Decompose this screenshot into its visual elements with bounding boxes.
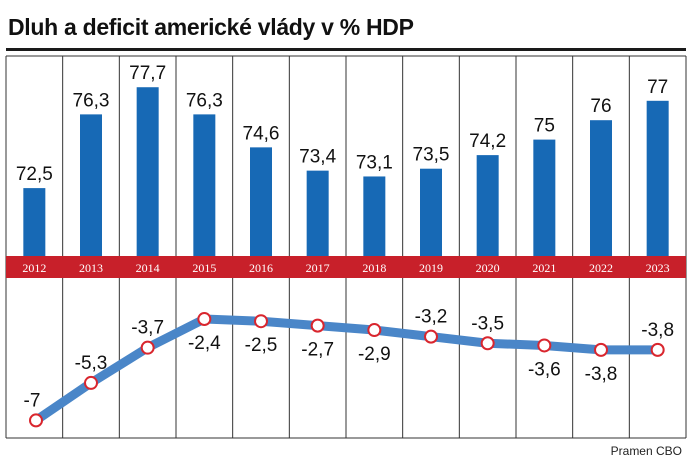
deficit-value-label: -3,8 bbox=[585, 364, 618, 385]
bar-value-label: 74,6 bbox=[243, 123, 280, 144]
bar-2016 bbox=[250, 147, 272, 256]
year-label: 2013 bbox=[79, 261, 103, 275]
year-label: 2015 bbox=[192, 261, 216, 275]
deficit-point-2013 bbox=[84, 375, 98, 390]
deficit-value-label: -2,5 bbox=[245, 335, 278, 356]
bar-2012 bbox=[23, 188, 46, 256]
bar-value-label: 77 bbox=[647, 77, 668, 98]
deficit-point-2023 bbox=[650, 342, 665, 357]
year-label: 2022 bbox=[589, 261, 613, 275]
deficit-point-2022 bbox=[594, 342, 608, 357]
year-label: 2016 bbox=[249, 261, 273, 275]
deficit-value-label: -5,3 bbox=[75, 353, 108, 374]
year-label: 2014 bbox=[136, 261, 160, 275]
title-rule bbox=[6, 48, 686, 51]
deficit-point-2016 bbox=[254, 314, 268, 329]
deficit-point-2014 bbox=[140, 340, 155, 355]
deficit-value-label: -2,9 bbox=[358, 344, 391, 365]
bar-2020 bbox=[476, 155, 499, 256]
deficit-point-2020 bbox=[480, 336, 495, 351]
bar-2017 bbox=[306, 170, 329, 256]
deficit-line bbox=[31, 314, 663, 425]
bar-2018 bbox=[363, 176, 386, 256]
bar-value-label: 76 bbox=[590, 96, 611, 117]
year-label: 2023 bbox=[646, 261, 670, 275]
deficit-value-label: -3,2 bbox=[415, 307, 448, 328]
year-label: 2017 bbox=[306, 261, 330, 275]
year-label: 2019 bbox=[419, 261, 443, 275]
bar-value-label: 73,5 bbox=[413, 145, 450, 166]
year-label: 2021 bbox=[532, 261, 556, 275]
year-band bbox=[6, 256, 686, 278]
bar-value-label: 76,3 bbox=[73, 90, 110, 111]
deficit-point-2021 bbox=[537, 338, 552, 353]
deficit-point-2018 bbox=[367, 323, 382, 338]
bar-2021 bbox=[533, 139, 556, 256]
year-label: 2020 bbox=[476, 261, 500, 275]
bar-2013 bbox=[80, 114, 102, 256]
bar-value-label: 74,2 bbox=[469, 131, 506, 152]
source-note: Pramen CBO bbox=[610, 444, 682, 458]
bar-2019 bbox=[420, 168, 442, 256]
deficit-point-2012 bbox=[29, 413, 43, 428]
bar-2014 bbox=[136, 87, 159, 256]
year-label: 2018 bbox=[362, 261, 386, 275]
deficit-point-2017 bbox=[310, 318, 325, 333]
chart-title: Dluh a deficit americké vlády v % HDP bbox=[8, 14, 414, 40]
deficit-value-label: -7 bbox=[24, 390, 41, 411]
bar-value-label: 73,1 bbox=[356, 152, 393, 173]
deficit-value-label: -2,4 bbox=[188, 333, 221, 354]
deficit-value-label: -3,5 bbox=[471, 313, 504, 334]
bar-2023 bbox=[646, 100, 669, 256]
bar-value-label: 72,5 bbox=[16, 164, 53, 185]
deficit-value-label: -3,6 bbox=[528, 359, 561, 380]
deficit-point-2019 bbox=[424, 329, 438, 344]
deficit-value-label: -2,7 bbox=[301, 340, 334, 361]
deficit-value-label: -3,7 bbox=[131, 318, 164, 339]
bar-2015 bbox=[193, 114, 216, 256]
bar-value-label: 76,3 bbox=[186, 90, 223, 111]
bar-2022 bbox=[590, 120, 612, 256]
year-label: 2012 bbox=[22, 261, 46, 275]
deficit-point-2015 bbox=[197, 312, 212, 327]
bar-value-label: 73,4 bbox=[299, 147, 336, 168]
bar-value-label: 77,7 bbox=[129, 63, 166, 84]
deficit-value-label: -3,8 bbox=[641, 320, 674, 341]
bar-value-label: 75 bbox=[534, 116, 555, 137]
